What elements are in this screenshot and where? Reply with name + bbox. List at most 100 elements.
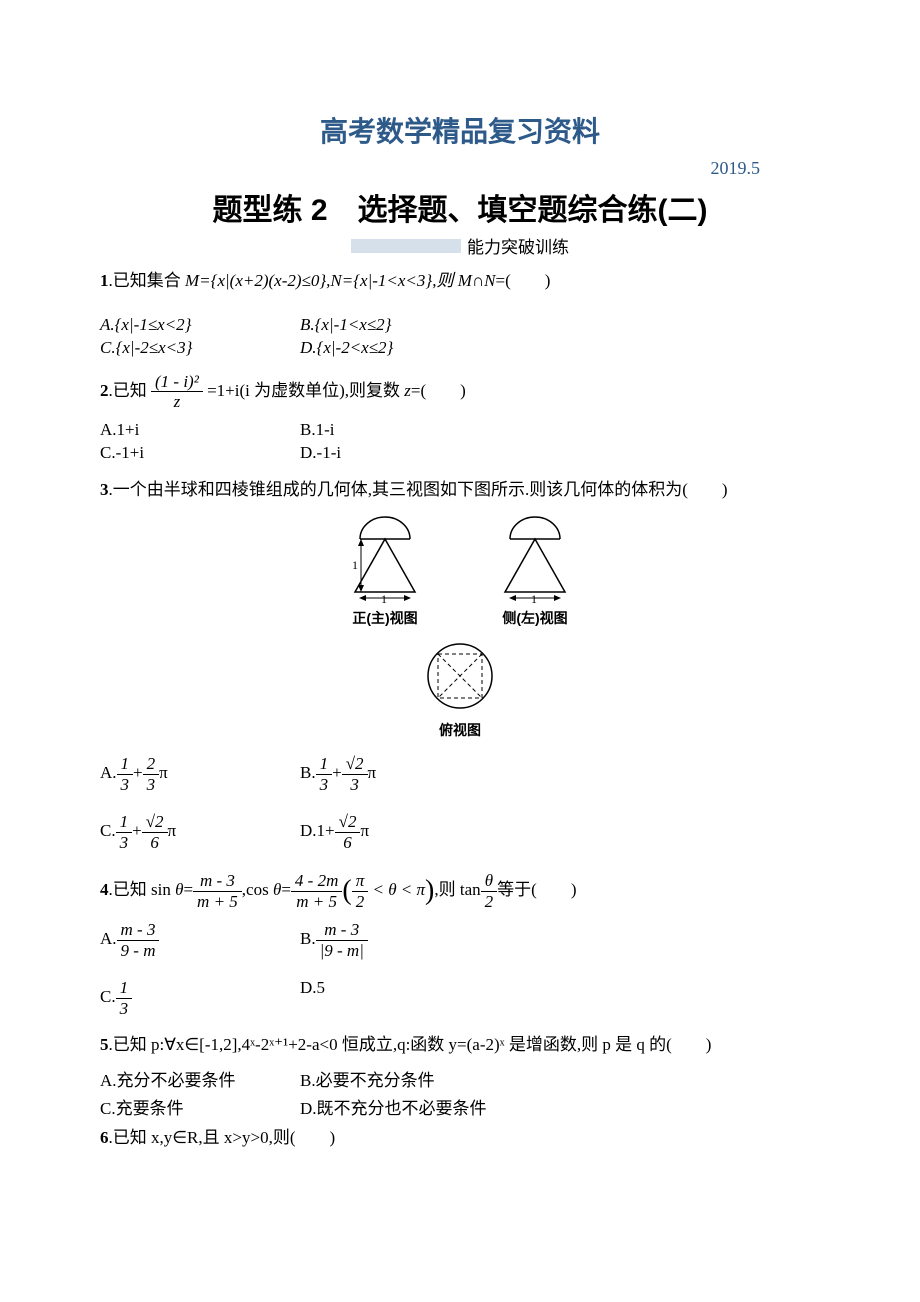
- q2-opt-d: D.-1-i: [300, 443, 500, 463]
- q3d-fd: 6: [335, 833, 361, 853]
- q6-text-inner: .已知 x,y∈R,且 x>y>0,则: [109, 1128, 290, 1147]
- q4-opt-b: B.m - 3|9 - m|: [300, 920, 500, 960]
- q3a-pi: π: [159, 763, 168, 782]
- q4-f2n: 4 - 2m: [291, 871, 342, 892]
- question-2: 2.已知 (1 - i)² z =1+i(i 为虚数单位),则复数 z=( ): [100, 372, 820, 412]
- q4-cond-c: < θ < π: [368, 880, 425, 899]
- side-view-svg: 1: [490, 514, 580, 604]
- q4-text-c: 等于: [497, 880, 531, 899]
- q1-num: 1: [100, 271, 109, 290]
- q2-frac-d: z: [151, 392, 203, 412]
- q3c-f2d: 6: [142, 833, 168, 853]
- date: 2019.5: [100, 158, 760, 179]
- q2-z: z: [404, 380, 411, 399]
- q3b-f1n: 1: [316, 754, 333, 775]
- top-view: 俯视图: [420, 636, 500, 740]
- q1-options: A.{x|-1≤x<2} B.{x|-1<x≤2} C.{x|-2≤x<3} D…: [100, 315, 820, 358]
- q3-opt-d: D.1+√26π: [300, 812, 500, 852]
- q3c-pre: C.: [100, 821, 116, 840]
- q2-options: A.1+i B.1-i C.-1+i D.-1-i: [100, 420, 820, 463]
- q3b-pre: B.: [300, 763, 316, 782]
- q1-N: N: [330, 271, 341, 290]
- q4-eq2: =: [281, 880, 291, 899]
- q1-paren: ( ): [505, 271, 550, 290]
- q3c-pi: π: [168, 821, 177, 840]
- q3b-f1d: 3: [316, 775, 333, 795]
- q4-opt-a: A.m - 39 - m: [100, 920, 300, 960]
- svg-text:1: 1: [531, 592, 537, 604]
- q4-lparen: (: [342, 875, 351, 906]
- q3-num: 3: [100, 480, 109, 499]
- q5-opt-c: C.充要条件: [100, 1094, 300, 1119]
- q3-options: A.13+23π B.13+√23π C.13+√26π D.1+√26π: [100, 754, 820, 852]
- q4-rparen: ): [425, 875, 434, 906]
- svg-text:1: 1: [352, 558, 358, 572]
- q6-text: .已知 x,y∈R,且 x>y>0,则: [109, 1128, 290, 1147]
- q3d-fn: √2: [335, 812, 361, 833]
- q3-paren: ( ): [682, 480, 727, 499]
- question-3: 3.一个由半球和四棱锥组成的几何体,其三视图如下图所示.则该几何体的体积为( ): [100, 477, 820, 503]
- q4c-n: 1: [116, 978, 133, 999]
- q1-opt-b: B.{x|-1<x≤2}: [300, 315, 500, 335]
- q3a-f1d: 3: [117, 775, 134, 795]
- q4b-n: m - 3: [316, 920, 368, 941]
- q4a-pre: A.: [100, 929, 117, 948]
- q4-paren: ( ): [531, 880, 576, 899]
- q1-eq1: ={x|(x+2)(x-2)≤0},: [199, 271, 330, 290]
- q5-text: .已知 p:∀x∈[-1,2],4ˣ-2ˣ⁺¹+2-a<0 恒成立,q:函数 y…: [109, 1035, 667, 1054]
- q5-paren: ( ): [666, 1035, 711, 1054]
- q4-f3n: θ: [481, 871, 498, 892]
- q1-opt-c: C.{x|-2≤x<3}: [100, 338, 300, 358]
- q3c-f1d: 3: [116, 833, 133, 853]
- q3c-f1n: 1: [116, 812, 133, 833]
- q1-MN: M∩N: [458, 271, 496, 290]
- q1-opt-d: D.{x|-2<x≤2}: [300, 338, 500, 358]
- q4-f3d: 2: [481, 892, 498, 912]
- q4a-n: m - 3: [117, 920, 160, 941]
- q2-opt-a: A.1+i: [100, 420, 300, 440]
- q6-num: 6: [100, 1128, 109, 1147]
- q4-num: 4: [100, 880, 109, 899]
- q4-eq1: =: [183, 880, 193, 899]
- q6-paren: ( ): [290, 1128, 335, 1147]
- q2-frac-n: (1 - i)²: [151, 372, 203, 393]
- q4-f2d: m + 5: [291, 892, 342, 912]
- q2-num: 2: [100, 380, 109, 399]
- q4-cond-a: π: [352, 871, 369, 892]
- q1-opt-a: A.{x|-1≤x<2}: [100, 315, 300, 335]
- front-view-label: 正(主)视图: [340, 608, 430, 628]
- q5-num: 5: [100, 1035, 109, 1054]
- q4b-d: |9 - m|: [316, 941, 368, 961]
- q2-opt-c: C.-1+i: [100, 443, 300, 463]
- q3c-plus: +: [132, 821, 142, 840]
- q3b-plus: +: [332, 763, 342, 782]
- q3-text: .一个由半球和四棱锥组成的几何体,其三视图如下图所示.则该几何体的体积为: [109, 480, 683, 499]
- q2-paren: ( ): [420, 380, 465, 399]
- front-view: 1 1 正(主)视图: [340, 514, 430, 628]
- q3-opt-a: A.13+23π: [100, 754, 300, 794]
- q3a-f1n: 1: [117, 754, 134, 775]
- side-view: 1 侧(左)视图: [490, 514, 580, 628]
- q5-opt-d: D.既不充分也不必要条件: [300, 1094, 580, 1119]
- q3b-f2n: √2: [342, 754, 368, 775]
- q1-eq3: =: [495, 271, 505, 290]
- q2-opt-b: B.1-i: [300, 420, 500, 440]
- q4c-d: 3: [116, 999, 133, 1019]
- q4-text-a: .已知 sin: [109, 880, 176, 899]
- q4-cond-b: 2: [352, 892, 369, 912]
- q3a-f2d: 3: [143, 775, 160, 795]
- subtitle-line: 能力突破训练: [100, 233, 820, 258]
- top-view-svg: [420, 636, 500, 716]
- q3d-pi: π: [360, 821, 369, 840]
- q5-opt-a: A.充分不必要条件: [100, 1066, 300, 1091]
- q4-text-b: ,则 tan: [434, 880, 480, 899]
- q3c-f2n: √2: [142, 812, 168, 833]
- q5-options: A.充分不必要条件 B.必要不充分条件 C.充要条件 D.既不充分也不必要条件: [100, 1066, 820, 1119]
- q4-cos: ,cos: [242, 880, 273, 899]
- q3a-pre: A.: [100, 763, 117, 782]
- question-1: 1.已知集合 M={x|(x+2)(x-2)≤0},N={x|-1<x<3},则…: [100, 268, 820, 294]
- side-view-label: 侧(左)视图: [490, 608, 580, 628]
- header-title: 高考数学精品复习资料: [100, 110, 820, 150]
- q5-opt-b: B.必要不充分条件: [300, 1066, 500, 1091]
- q1-M: M: [185, 271, 199, 290]
